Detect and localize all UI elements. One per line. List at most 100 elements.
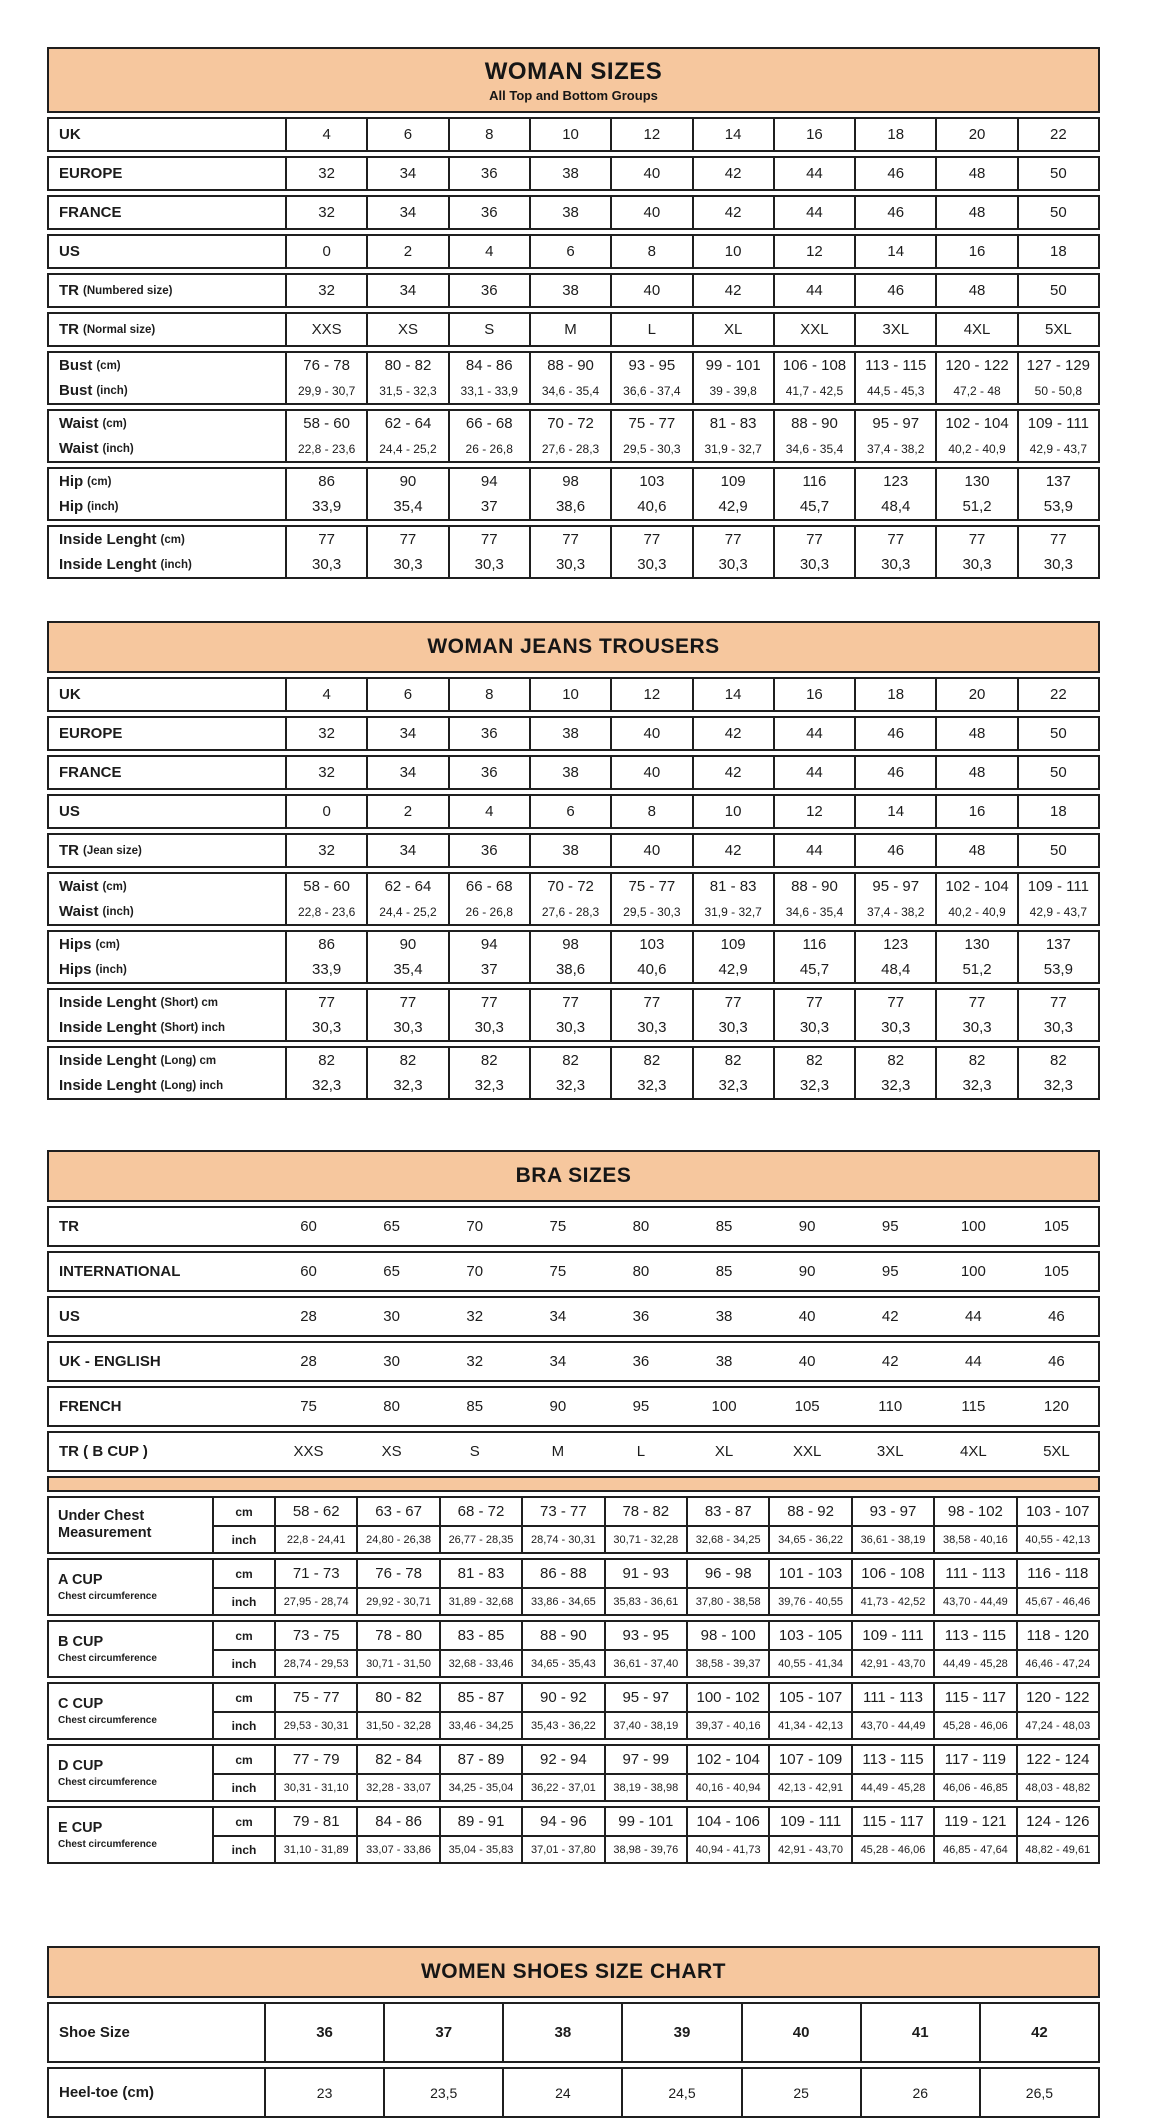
value-cell: XXS: [285, 314, 366, 345]
value-cell: 83 - 85: [438, 1622, 521, 1649]
value-cell: 42,9 - 43,7: [1016, 436, 1098, 461]
value-cell: 32: [285, 835, 366, 866]
value-cell: 16: [772, 119, 854, 150]
value-cell: 63 - 67: [356, 1498, 438, 1525]
row-label-main: EUROPE: [59, 165, 123, 182]
value-cell: 30,3: [691, 1015, 773, 1040]
value-cell: 31,10 - 31,89: [274, 1835, 357, 1862]
row-label-main: Hip: [59, 473, 84, 490]
value-cell: 40,6: [610, 494, 691, 519]
value-cell: 4: [285, 119, 366, 150]
value-cell: 34: [366, 197, 447, 228]
unit-inch-label: inch: [212, 1587, 274, 1614]
jeans-trousers-title: WOMAN JEANS TROUSERS: [427, 635, 720, 658]
value-cell: 38: [502, 2004, 621, 2061]
value-cell: 30,3: [1016, 1015, 1098, 1040]
value-cell: 51,2: [935, 494, 1016, 519]
value-cell: 4: [447, 796, 529, 827]
cup-row-group: A CUP Chest circumference cm 71 - 73 76 - 78…: [47, 1558, 1100, 1616]
value-cell: 86: [285, 932, 366, 957]
cup-label-note: Chest circumference: [58, 1714, 157, 1726]
row-label: Inside Lenght (inch): [49, 552, 285, 577]
row-label-main: US: [59, 803, 80, 820]
row-label-main: UK: [59, 126, 81, 143]
value-cell: 42: [691, 275, 773, 306]
value-cell: 77: [366, 990, 447, 1015]
value-cell: 88 - 92: [768, 1498, 850, 1525]
value-cell: 103: [610, 932, 691, 957]
value-cell: 48,82 - 49,61: [1015, 1835, 1098, 1862]
value-cell: 82: [854, 1048, 935, 1073]
value-cell: 39,37 - 40,16: [686, 1711, 769, 1738]
unit-cm-label: cm: [212, 1684, 274, 1711]
value-cell: 37,80 - 38,58: [686, 1587, 769, 1614]
value-cell: 37: [383, 2004, 502, 2061]
value-cell: 45,7: [772, 494, 854, 519]
cup-label-main: D CUP: [58, 1758, 104, 1775]
table-row-group: FRENCH 75 80 85 90 95 100 105 110 115 120: [47, 1386, 1100, 1427]
value-cell: 23: [264, 2069, 383, 2116]
value-cell: 44: [965, 1308, 982, 1325]
table-row-group: Inside Lenght (cm) 77 77 77 77 77 77 77 77 77 77 Ins…: [47, 525, 1100, 579]
value-cell: 39: [621, 2004, 740, 2061]
value-cell: 4: [447, 236, 529, 267]
value-cell: 77 - 79: [274, 1746, 356, 1773]
unit-cm-label: cm: [212, 1746, 274, 1773]
value-cell: 22,8 - 23,6: [285, 436, 366, 461]
value-cell: 32,3: [854, 1073, 935, 1098]
value-cell: 23,5: [383, 2069, 502, 2116]
row-label: Shoe Size: [49, 2004, 264, 2061]
value-cell: 22: [1016, 119, 1098, 150]
value-cell: 90: [798, 1218, 816, 1235]
value-cell: 45,28 - 46,06: [850, 1835, 934, 1862]
value-cell: 32,3: [935, 1073, 1016, 1098]
value-cell: 22,8 - 24,41: [274, 1525, 357, 1552]
value-cell: 106 - 108: [850, 1560, 933, 1587]
value-cell: 40: [610, 275, 691, 306]
value-cell: 115 - 117: [850, 1808, 933, 1835]
cup-label: D CUP Chest circumference: [49, 1746, 212, 1800]
value-cell: 86 - 88: [521, 1560, 603, 1587]
unit-inch-label: inch: [212, 1525, 274, 1552]
row-label: EUROPE: [49, 718, 285, 749]
value-cell: 84 - 86: [356, 1808, 438, 1835]
row-label-sub: (cm): [160, 533, 185, 546]
value-cell: 106 - 108: [772, 353, 854, 378]
value-cell: 95: [881, 1218, 899, 1235]
cup-label-main: C CUP: [58, 1696, 104, 1713]
value-cell: 90: [798, 1263, 816, 1280]
value-cell: 36: [447, 718, 529, 749]
row-label: EUROPE: [49, 158, 285, 189]
size-chart-page: WOMAN SIZES All Top and Bottom Groups UK…: [47, 0, 1100, 2118]
value-cell: 34,6 - 35,4: [772, 899, 854, 924]
value-cell: 38,58 - 39,37: [686, 1649, 769, 1676]
value-cell: 77: [447, 527, 529, 552]
row-label-main: TR ( B CUP ): [59, 1443, 148, 1460]
value-cell: 77: [610, 527, 691, 552]
value-cell: 93 - 97: [850, 1498, 933, 1525]
value-cell: 42,91 - 43,70: [850, 1649, 934, 1676]
value-cell: 33,86 - 34,65: [521, 1587, 604, 1614]
value-cell: 88 - 90: [528, 353, 610, 378]
value-cell: 85: [466, 1398, 484, 1415]
value-cell: 16: [772, 679, 854, 710]
value-cell: 40,6: [610, 957, 691, 982]
value-cell: 36: [447, 197, 529, 228]
value-cell: 85: [715, 1218, 733, 1235]
value-cell: 120 - 122: [935, 353, 1016, 378]
value-cell: 46: [1048, 1308, 1065, 1325]
value-cell: 36,22 - 37,01: [521, 1773, 604, 1800]
value-cell: 77: [447, 990, 529, 1015]
value-cell: 36: [447, 757, 529, 788]
value-cell: M: [528, 314, 610, 345]
value-cell: 90: [366, 469, 447, 494]
row-label-main: US: [59, 1308, 80, 1325]
table-row-group: Waist (cm) 58 - 60 62 - 64 66 - 68 70 - 72 75 …: [47, 409, 1100, 463]
value-cell: 82: [1016, 1048, 1098, 1073]
unit-cm-label: cm: [212, 1808, 274, 1835]
value-cell: 92 - 94: [521, 1746, 603, 1773]
value-cell: 98: [528, 932, 610, 957]
value-cell: 118 - 120: [1015, 1622, 1098, 1649]
table-row-group: UK 4 6 8 10 12 14 16 18 20 22: [47, 677, 1100, 712]
value-cell: 89 - 91: [438, 1808, 521, 1835]
